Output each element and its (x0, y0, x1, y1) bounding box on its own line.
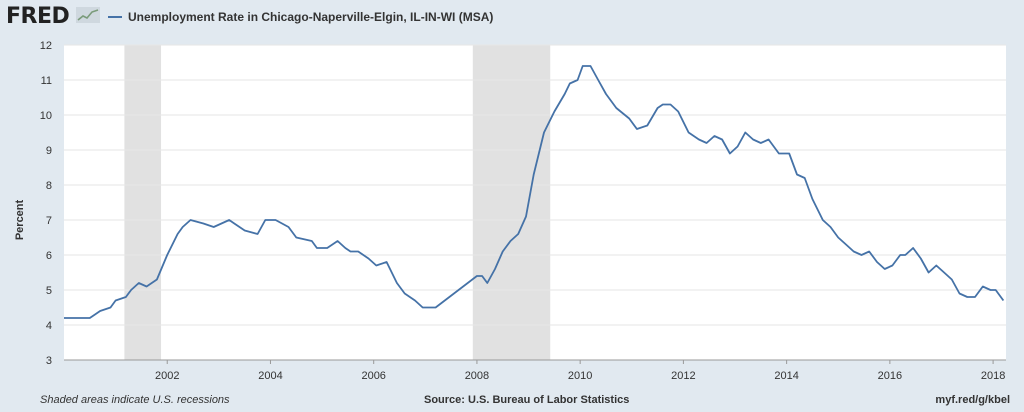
fred-logo[interactable]: FRED (6, 4, 70, 29)
x-tick-label: 2004 (258, 370, 282, 382)
x-tick-label: 2012 (671, 370, 695, 382)
y-axis: 3 4 5 6 7 8 9 10 11 12 (40, 40, 52, 367)
x-tick-label: 2014 (774, 370, 798, 382)
recession-note: Shaded areas indicate U.S. recessions (40, 394, 230, 406)
x-tick-label: 2006 (361, 370, 385, 382)
series-line (64, 65, 1005, 319)
y-tick-label: 9 (46, 145, 52, 157)
x-axis: 2002 2004 2006 2008 2010 2012 2014 2016 2018 (64, 359, 1006, 382)
legend-swatch (108, 16, 122, 18)
y-tick-label: 6 (46, 250, 52, 262)
y-tick-label: 3 (46, 355, 52, 367)
recession-bands (124, 45, 551, 360)
x-tick-label: 2008 (465, 370, 489, 382)
x-tick-label: 2018 (981, 370, 1005, 382)
y-tick-label: 11 (41, 75, 52, 87)
y-tick-label: 12 (40, 40, 52, 52)
series-layer (64, 65, 1005, 319)
x-tick-label: 2002 (155, 370, 179, 382)
x-tick-label: 2010 (568, 370, 592, 382)
x-tick-label: 2016 (878, 370, 902, 382)
short-url[interactable]: myf.red/g/kbel (935, 394, 1010, 406)
y-tick-label: 7 (46, 215, 52, 227)
line-graph-icon (76, 7, 100, 23)
chart-header: FRED Unemployment Rate in Chicago-Naperv… (0, 0, 1024, 36)
y-tick-label: 10 (40, 110, 52, 122)
y-tick-label: 4 (46, 320, 52, 332)
legend-label: Unemployment Rate in Chicago-Naperville-… (128, 10, 494, 24)
chart-legend: Unemployment Rate in Chicago-Naperville-… (108, 10, 493, 24)
y-tick-label: 8 (46, 180, 52, 192)
y-axis-label: Percent (14, 199, 26, 240)
source-note: Source: U.S. Bureau of Labor Statistics (424, 394, 630, 406)
grid-lines (64, 44, 1006, 361)
y-tick-label: 5 (46, 285, 52, 297)
recession-band (124, 45, 162, 360)
recession-band (472, 45, 551, 360)
